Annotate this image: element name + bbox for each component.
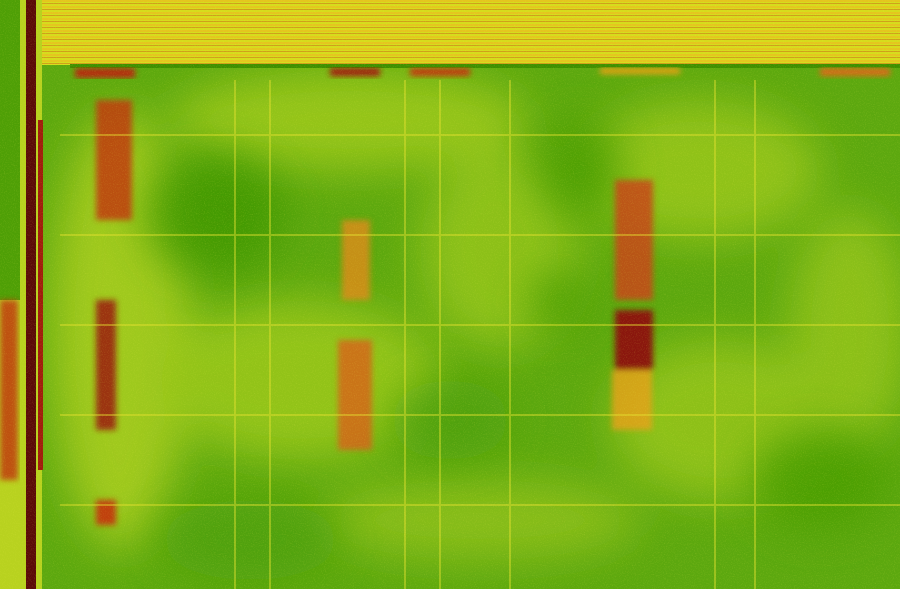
field-map-svg xyxy=(0,0,900,589)
speckle-texture xyxy=(0,0,900,589)
ndvi-field-image xyxy=(0,0,900,589)
